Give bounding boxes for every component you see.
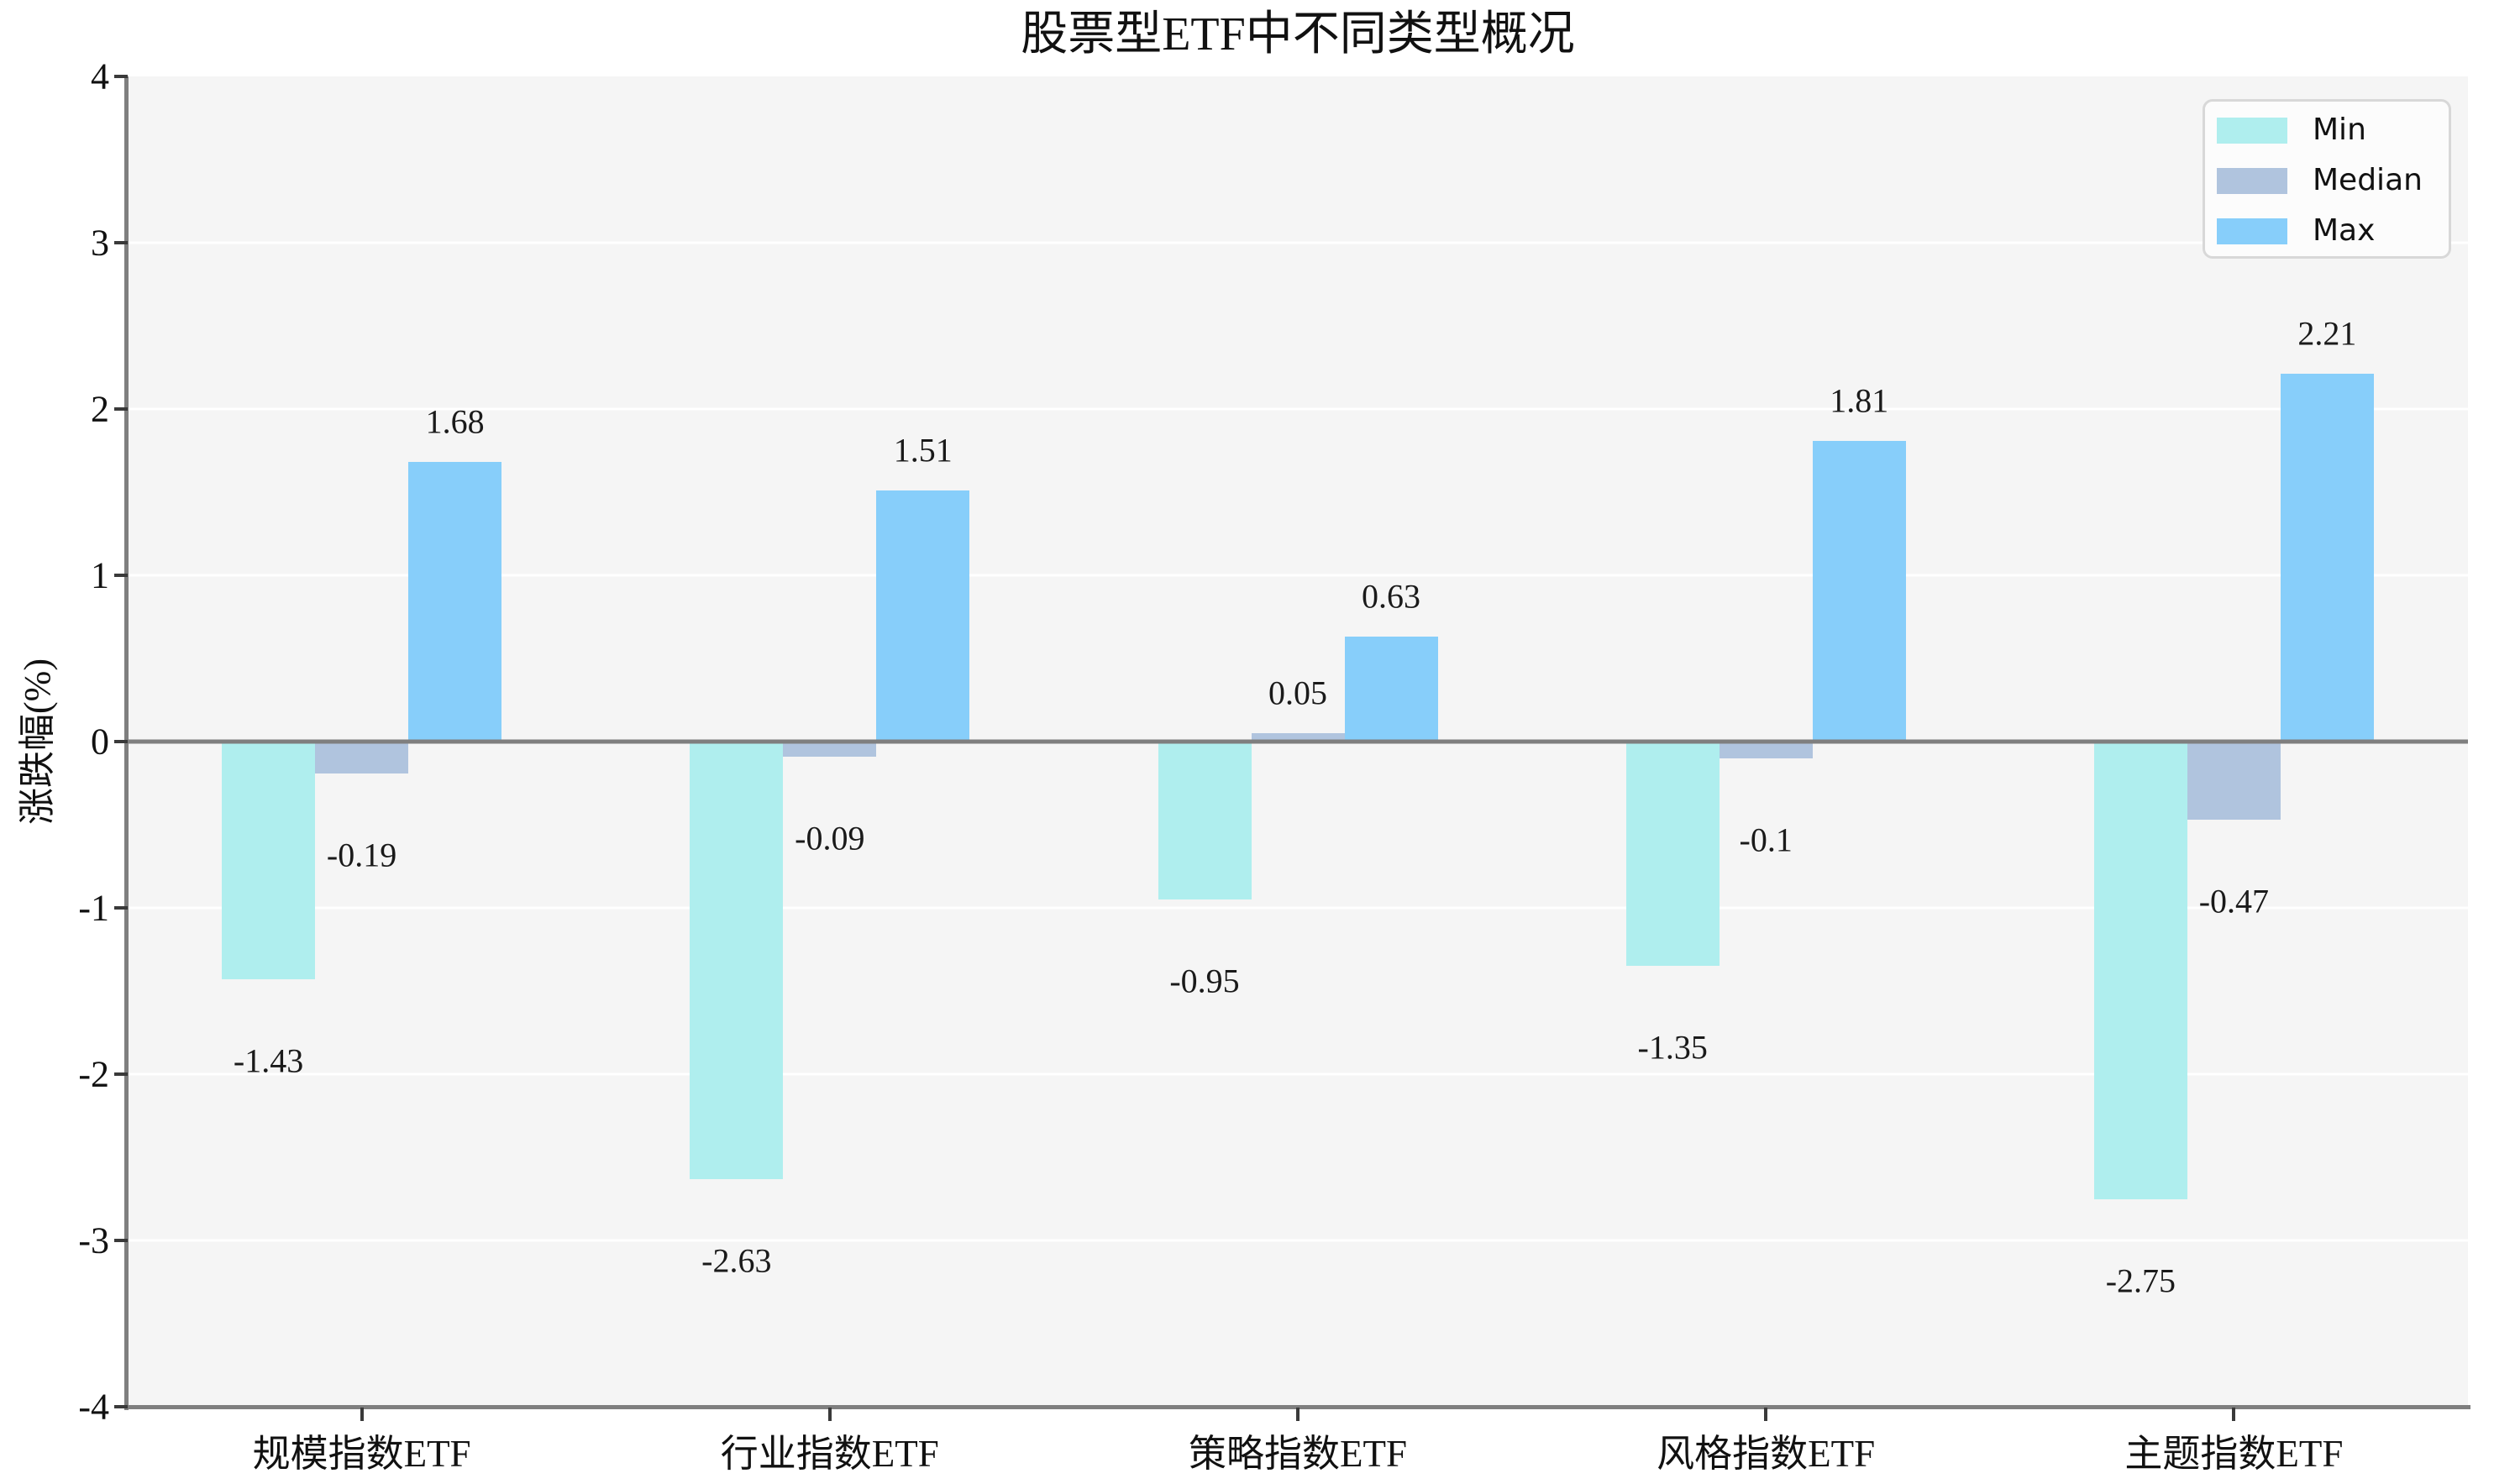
y-tick — [114, 1072, 128, 1076]
x-tick-label-5: 主题指数ETF — [2124, 1433, 2344, 1475]
legend-item-min: Min — [2217, 105, 2449, 155]
bar-value-label-min-2: -2.63 — [701, 1241, 772, 1280]
bar-min-1 — [222, 742, 316, 980]
legend-label-median: Median — [2313, 163, 2423, 197]
x-axis-spine — [124, 1405, 2470, 1409]
y-tick — [114, 740, 128, 743]
x-tick-label-2: 行业指数ETF — [720, 1433, 939, 1475]
bar-value-label-min-1: -1.43 — [233, 1041, 304, 1080]
legend-swatch-max — [2217, 218, 2287, 244]
y-tick-label: -1 — [78, 887, 109, 929]
y-tick-label: 0 — [91, 721, 109, 763]
bar-value-label-median-3: 0.05 — [1268, 674, 1327, 712]
bar-value-label-median-2: -0.09 — [795, 819, 865, 857]
plot-area — [128, 76, 2468, 1407]
bar-value-label-max-2: 1.51 — [893, 431, 953, 469]
bar-median-3 — [1251, 733, 1345, 742]
chart-title: 股票型ETF中不同类型概况 — [1021, 8, 1575, 60]
bar-median-2 — [783, 742, 877, 757]
x-tick-label-4: 风格指数ETF — [1657, 1433, 1876, 1475]
x-tick — [827, 1408, 832, 1421]
y-tick-label: 3 — [91, 222, 109, 264]
bar-value-label-min-3: -0.95 — [1169, 962, 1240, 1000]
y-tick-label: -3 — [78, 1219, 109, 1261]
x-tick — [1296, 1408, 1300, 1421]
y-tick — [114, 574, 128, 577]
bar-value-label-median-1: -0.19 — [326, 836, 397, 874]
y-tick-label: 2 — [91, 388, 109, 430]
gridline — [128, 241, 2468, 244]
y-tick-label: -4 — [78, 1386, 109, 1428]
legend-item-max: Max — [2217, 206, 2449, 256]
legend: Min Median Max — [2203, 99, 2451, 259]
x-tick — [1764, 1408, 1768, 1421]
y-tick — [114, 1239, 128, 1242]
legend-label-min: Min — [2313, 113, 2366, 147]
bar-value-label-min-5: -2.75 — [2105, 1261, 2176, 1299]
gridline — [128, 1072, 2468, 1076]
legend-swatch-median — [2217, 167, 2287, 194]
bar-value-label-max-4: 1.81 — [1830, 381, 1889, 420]
y-tick-label: 1 — [91, 554, 109, 596]
y-tick — [114, 241, 128, 244]
bar-min-4 — [1625, 742, 1720, 967]
bar-median-1 — [315, 742, 409, 773]
bar-max-5 — [2280, 374, 2374, 742]
bar-max-1 — [408, 462, 502, 742]
bar-max-4 — [1812, 440, 1906, 742]
bar-value-label-median-5: -0.47 — [2198, 882, 2270, 920]
y-tick — [114, 407, 128, 411]
legend-swatch-min — [2217, 117, 2287, 144]
x-tick-label-3: 策略指数ETF — [1188, 1433, 1408, 1475]
bar-max-2 — [876, 490, 970, 742]
x-tick — [2232, 1408, 2236, 1421]
y-axis-spine — [124, 76, 129, 1410]
bar-value-label-max-5: 2.21 — [2297, 314, 2357, 353]
x-tick — [360, 1408, 364, 1421]
bar-median-5 — [2187, 742, 2281, 821]
bar-min-2 — [690, 742, 784, 1179]
bar-median-4 — [1719, 742, 1813, 758]
bar-min-3 — [1158, 742, 1252, 900]
bar-value-label-max-1: 1.68 — [425, 402, 485, 441]
bar-value-label-min-4: -1.35 — [1637, 1028, 1708, 1067]
zero-line — [128, 739, 2468, 744]
legend-label-max: Max — [2313, 213, 2376, 248]
bar-value-label-max-3: 0.63 — [1362, 577, 1420, 616]
y-tick — [114, 1405, 128, 1408]
bar-value-label-median-4: -0.1 — [1739, 821, 1793, 859]
y-tick-label: 4 — [91, 55, 109, 97]
x-tick-label-1: 规模指数ETF — [252, 1433, 471, 1475]
bar-max-3 — [1344, 637, 1438, 742]
y-tick — [114, 906, 128, 910]
gridline — [128, 1239, 2468, 1242]
gridline — [128, 407, 2468, 411]
gridline — [128, 906, 2468, 910]
y-tick-label: -2 — [78, 1053, 109, 1095]
y-tick — [114, 75, 128, 78]
legend-item-median: Median — [2217, 155, 2449, 206]
gridline — [128, 574, 2468, 577]
bar-min-5 — [2093, 742, 2187, 1199]
